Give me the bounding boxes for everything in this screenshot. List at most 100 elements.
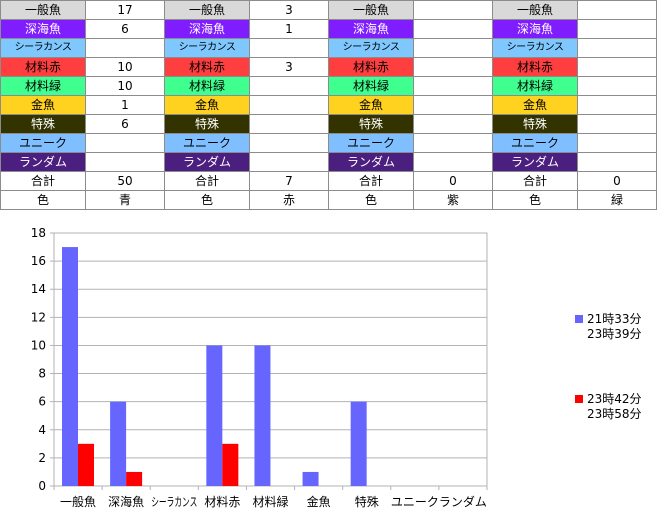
count-cell [413,152,493,172]
count-cell [577,38,657,58]
category-label-cell: ユニーク [0,133,86,153]
legend-label: 21時33分 [587,312,642,326]
x-tick-label: 深海魚 [108,494,144,509]
y-tick-label: 8 [38,367,46,381]
table-row: 深海魚 6 深海魚 1 深海魚 深海魚 [0,19,657,39]
category-label-cell: ユニーク [164,133,250,153]
color-label-cell: 色 [0,190,86,210]
category-label-cell: 金魚 [0,95,86,115]
legend-label: 23時42分 [587,392,642,406]
color-label-cell: 色 [328,190,414,210]
color-label-cell: 色 [164,190,250,210]
table-row: ランダム ランダム ランダム ランダム [0,152,657,172]
bar [254,345,271,486]
count-cell [577,19,657,39]
x-tick-label: ユニーク [391,495,439,509]
fish-bar-chart: 0 2 4 6 8 10 12 14 16 18 一般魚 深海魚 シーラカンス 材料赤 材料緑 金魚 特殊 ユニー… [0,196,665,517]
legend-swatch [575,315,583,323]
total-value-cell: 0 [577,171,657,191]
count-cell [85,38,165,58]
count-cell: 1 [249,19,329,39]
category-label-cell: 深海魚 [164,19,250,39]
count-cell [249,152,329,172]
bar [110,401,127,486]
bar [126,471,143,486]
total-label-cell: 合計 [164,171,250,191]
legend-label: 23時58分 [587,407,642,421]
category-label-cell: 材料緑 [492,76,578,96]
category-label-cell: 深海魚 [0,19,86,39]
count-cell [577,133,657,153]
color-value-cell: 緑 [577,190,657,210]
count-cell [413,95,493,115]
category-label-cell: シーラカンス [328,38,414,58]
category-label-cell: 一般魚 [492,0,578,20]
bar [206,345,223,486]
count-cell [249,114,329,134]
table-row: 金魚 1 金魚 金魚 金魚 [0,95,657,115]
category-label-cell: 特殊 [328,114,414,134]
count-cell: 1 [85,95,165,115]
count-cell [413,0,493,20]
count-cell [577,57,657,77]
x-tick-label: 材料赤 [204,495,240,509]
category-label-cell: 特殊 [164,114,250,134]
category-label-cell: 材料赤 [0,57,86,77]
y-tick-label: 0 [38,479,46,493]
y-tick-label: 2 [38,451,46,465]
bar [222,443,239,486]
count-cell [577,114,657,134]
count-cell: 3 [249,57,329,77]
count-cell [413,57,493,77]
table-row: 一般魚 17 一般魚 3 一般魚 一般魚 [0,0,657,20]
total-value-cell: 50 [85,171,165,191]
category-label-cell: 材料緑 [0,76,86,96]
count-cell [577,0,657,20]
total-value-cell: 7 [249,171,329,191]
color-value-cell: 赤 [249,190,329,210]
count-cell [249,95,329,115]
count-cell [577,152,657,172]
category-label-cell: 一般魚 [164,0,250,20]
category-label-cell: ランダム [492,152,578,172]
category-label-cell: 特殊 [0,114,86,134]
count-cell [85,133,165,153]
y-tick-label: 16 [31,254,46,268]
category-label-cell: シーラカンス [164,38,250,58]
category-label-cell: 材料赤 [492,57,578,77]
total-row: 合計 50 合計 7 合計 0 合計 0 [0,171,657,191]
table-row: 材料緑 10 材料緑 材料緑 材料緑 [0,76,657,96]
count-cell [249,76,329,96]
color-row: 色青色赤色紫色緑 [0,190,657,210]
category-label-cell: 深海魚 [492,19,578,39]
category-label-cell: ランダム [0,152,86,172]
count-cell [85,152,165,172]
total-value-cell: 0 [413,171,493,191]
fish-count-table: 一般魚 17 一般魚 3 一般魚 一般魚 深海魚 6 深海魚 1 深海魚 深海魚 シーラカンス シーラカン… [0,0,657,210]
x-tick-label: シーラカンス [151,495,197,509]
y-tick-label: 12 [31,310,46,324]
category-label-cell: 材料緑 [164,76,250,96]
plot-area [53,232,488,487]
category-label-cell: ユニーク [492,133,578,153]
count-cell [413,76,493,96]
category-label-cell: 特殊 [492,114,578,134]
count-cell: 3 [249,0,329,20]
y-tick-label: 4 [38,423,46,437]
category-label-cell: 材料赤 [164,57,250,77]
total-label-cell: 合計 [492,171,578,191]
category-label-cell: 深海魚 [328,19,414,39]
bar [350,401,367,486]
total-label-cell: 合計 [0,171,86,191]
x-tick-label: 金魚 [307,494,331,509]
category-label-cell: 材料赤 [328,57,414,77]
category-label-cell: 材料緑 [328,76,414,96]
category-label-cell: 一般魚 [0,0,86,20]
count-cell [249,133,329,153]
count-cell: 17 [85,0,165,20]
category-label-cell: 一般魚 [328,0,414,20]
category-label-cell: ランダム [328,152,414,172]
color-label-cell: 色 [492,190,578,210]
x-tick-label: ランダム [439,494,487,509]
category-label-cell: 金魚 [164,95,250,115]
